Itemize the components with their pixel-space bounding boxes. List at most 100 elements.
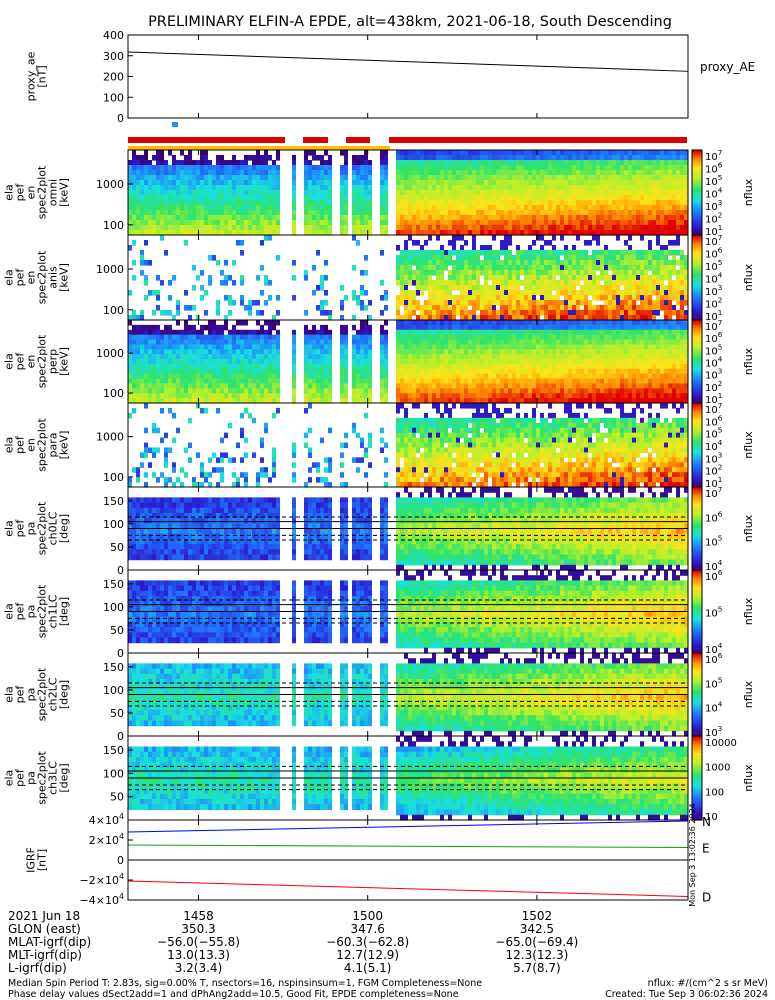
heat-cell (648, 295, 652, 301)
heat-cell (440, 285, 444, 291)
heat-cell (496, 225, 500, 231)
heat-cell (236, 349, 240, 355)
heat-cell (500, 285, 504, 291)
heat-cell (532, 255, 536, 261)
heat-cell (664, 255, 668, 261)
heat-cell (508, 359, 512, 365)
heat-cell (680, 175, 684, 181)
heat-cell (400, 344, 404, 350)
heat-cell (508, 368, 512, 375)
heat-cell (676, 275, 680, 281)
heat-cell (540, 220, 544, 226)
heat-cell (172, 205, 176, 211)
heat-cell (232, 334, 236, 341)
heat-cell (424, 270, 428, 276)
heat-cell (412, 320, 416, 326)
heat-cell (516, 185, 520, 191)
heat-cell (176, 230, 180, 236)
heat-cell (424, 315, 428, 321)
heat-cell (432, 329, 436, 336)
heat-cell (440, 230, 444, 236)
heat-cell (600, 185, 604, 191)
heat-cell (428, 220, 432, 226)
heat-cell (552, 180, 556, 186)
heat-cell (420, 175, 424, 181)
heat-cell (196, 165, 200, 171)
heat-cell (684, 270, 688, 276)
heat-cell (512, 310, 516, 316)
heat-cell (172, 215, 176, 221)
heat-cell (520, 160, 524, 166)
heat-cell (540, 280, 544, 286)
heat-cell (156, 295, 160, 301)
heat-cell (608, 255, 612, 261)
heat-cell (444, 170, 448, 176)
heat-cell (160, 388, 164, 394)
heat-cell (356, 185, 360, 191)
heat-cell (268, 230, 272, 236)
heat-cell (128, 180, 132, 186)
heat-cell (644, 295, 648, 301)
heat-cell (272, 349, 276, 355)
heat-cell (364, 270, 368, 276)
heat-cell (464, 165, 468, 171)
heat-cell (188, 185, 192, 191)
heat-cell (416, 195, 420, 201)
heat-cell (324, 260, 328, 266)
heat-cell (424, 320, 428, 326)
heat-cell (356, 200, 360, 206)
heat-cell (152, 359, 156, 365)
heat-cell (524, 300, 528, 306)
heat-cell (364, 349, 368, 355)
heat-cell (460, 359, 464, 365)
heat-cell (608, 265, 612, 271)
heat-cell (412, 305, 416, 311)
heat-cell (436, 155, 440, 161)
heat-cell (176, 220, 180, 226)
heat-cell (464, 205, 468, 211)
heat-cell (248, 354, 252, 360)
heat-cell (472, 329, 476, 336)
heat-cell (480, 200, 484, 206)
heat-cell (420, 320, 424, 326)
heat-cell (520, 320, 524, 326)
heat-cell (356, 160, 360, 166)
heat-cell (460, 265, 464, 271)
heat-cell (496, 150, 500, 156)
heat-cell (380, 339, 384, 346)
heat-cell (428, 260, 432, 266)
heat-cell (628, 170, 632, 176)
heat-cell (432, 349, 436, 355)
heat-cell (556, 205, 560, 211)
heat-cell (260, 160, 264, 166)
heat-cell (208, 215, 212, 221)
heat-cell (548, 275, 552, 281)
heat-cell (516, 180, 520, 186)
heat-cell (536, 215, 540, 221)
heat-cell (308, 210, 312, 216)
heat-cell (292, 225, 296, 231)
heat-cell (380, 155, 384, 161)
heat-cell (148, 388, 152, 394)
heat-cell (532, 230, 536, 236)
heat-cell (612, 300, 616, 306)
heat-cell (340, 368, 344, 375)
heat-cell (132, 378, 136, 385)
heat-cell (500, 280, 504, 286)
heat-cell (136, 220, 140, 226)
heat-cell (456, 250, 460, 256)
heat-cell (428, 349, 432, 355)
heat-cell (304, 339, 308, 346)
heat-cell (596, 190, 600, 196)
heat-cell (220, 339, 224, 346)
heat-cell (128, 220, 132, 226)
heat-cell (664, 185, 668, 191)
heat-cell (256, 300, 260, 306)
heat-cell (504, 349, 508, 355)
heat-cell (504, 170, 508, 176)
heat-cell (616, 165, 620, 171)
heat-cell (656, 170, 660, 176)
colorbar-cell (692, 288, 702, 291)
heat-cell (276, 378, 280, 385)
heat-cell (568, 295, 572, 301)
